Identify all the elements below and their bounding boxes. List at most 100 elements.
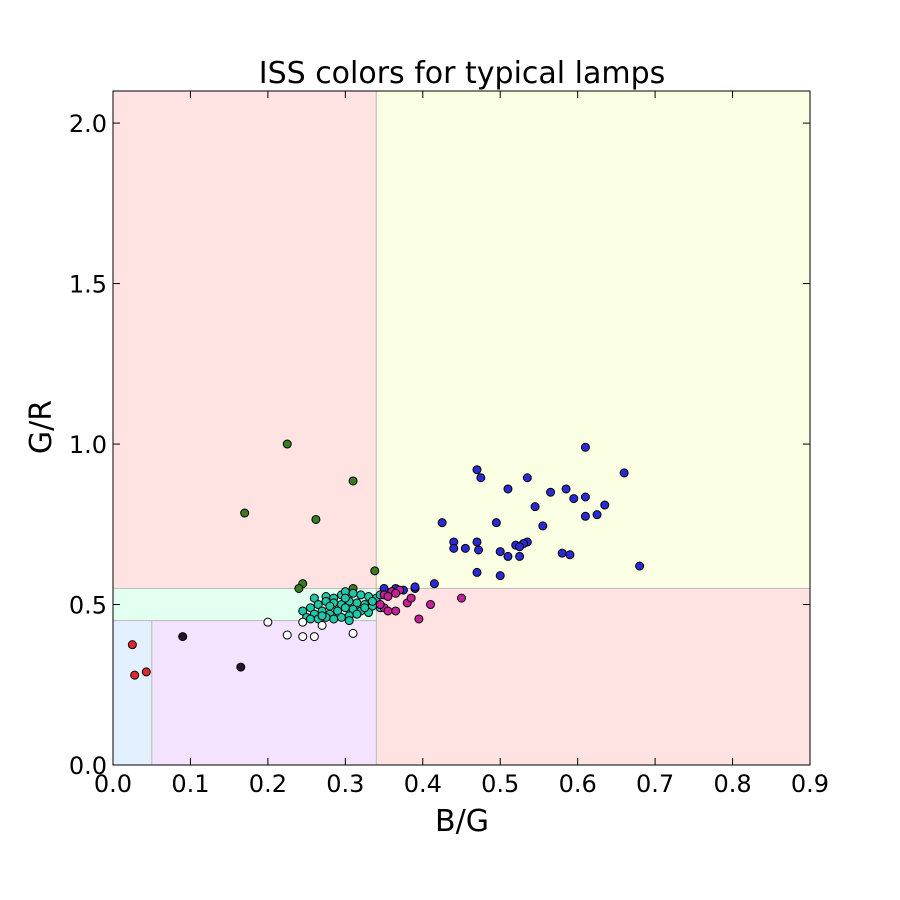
data-point xyxy=(360,603,370,613)
data-point xyxy=(383,592,393,601)
data-point xyxy=(546,487,556,497)
color-region-3 xyxy=(375,587,811,766)
x-tick-label: 0.7 xyxy=(636,770,674,798)
data-point xyxy=(530,502,540,512)
x-tick-label: 0.0 xyxy=(94,770,132,798)
data-point xyxy=(141,667,151,677)
color-region-2 xyxy=(375,90,811,589)
data-point xyxy=(414,614,424,624)
data-point xyxy=(472,465,482,475)
data-point xyxy=(348,628,358,638)
data-point xyxy=(495,547,505,557)
data-point xyxy=(522,473,532,483)
data-point xyxy=(375,600,385,610)
data-point xyxy=(298,606,308,616)
data-point xyxy=(476,473,486,483)
color-region-1 xyxy=(112,90,377,589)
data-point xyxy=(329,614,339,624)
data-point xyxy=(429,579,439,589)
data-points xyxy=(127,439,645,680)
data-point xyxy=(406,593,416,603)
data-point xyxy=(340,593,350,603)
data-point xyxy=(592,510,602,520)
data-point xyxy=(449,543,459,553)
x-tick-label: 0.5 xyxy=(481,770,519,798)
x-axis-label: B/G xyxy=(435,804,489,839)
data-point xyxy=(635,561,645,571)
x-tick-label: 0.4 xyxy=(404,770,442,798)
data-point xyxy=(263,617,273,627)
data-point xyxy=(557,548,567,558)
data-point xyxy=(309,632,319,642)
color-region-6 xyxy=(112,620,153,766)
y-tick-label: 1.5 xyxy=(69,271,107,299)
data-point xyxy=(298,632,308,642)
data-point xyxy=(460,543,470,553)
data-point xyxy=(311,514,321,524)
data-point xyxy=(352,609,362,619)
y-tick-label: 2.0 xyxy=(69,110,107,138)
data-point xyxy=(240,508,250,518)
data-point xyxy=(333,606,343,616)
data-point xyxy=(383,606,393,616)
data-point xyxy=(317,611,327,621)
y-axis-ticks: 0.0 0.5 1.0 1.5 2.0 xyxy=(69,110,810,780)
data-point xyxy=(313,600,323,610)
data-point xyxy=(325,601,335,611)
y-tick-label: 0.0 xyxy=(69,752,107,780)
data-point xyxy=(305,603,315,613)
data-point xyxy=(336,612,346,622)
data-point xyxy=(317,620,327,630)
x-tick-label: 0.8 xyxy=(713,770,751,798)
data-point xyxy=(426,600,436,610)
data-point xyxy=(565,550,575,560)
data-point xyxy=(348,588,358,598)
data-point xyxy=(344,616,354,626)
data-point xyxy=(348,476,358,486)
color-regions xyxy=(112,90,811,766)
data-point xyxy=(503,551,513,561)
data-point xyxy=(410,582,420,592)
x-tick-label: 0.6 xyxy=(559,770,597,798)
data-point xyxy=(580,511,590,521)
data-point xyxy=(491,518,501,528)
data-point xyxy=(236,662,246,672)
data-point xyxy=(391,588,401,598)
color-region-5 xyxy=(151,620,377,766)
data-point xyxy=(130,670,140,680)
x-axis-ticks: 0.0 0.1 0.2 0.3 0.4 0.5 0.6 0.7 0.8 0.9 xyxy=(94,91,829,798)
data-point xyxy=(515,542,525,552)
data-point xyxy=(356,590,366,600)
data-point xyxy=(474,545,484,555)
data-point xyxy=(178,632,188,642)
data-point xyxy=(472,537,482,547)
data-point xyxy=(127,640,137,650)
data-point xyxy=(282,439,292,449)
data-point xyxy=(515,551,525,561)
data-point xyxy=(495,571,505,581)
data-point xyxy=(391,606,401,616)
x-tick-label: 0.3 xyxy=(326,770,364,798)
data-point xyxy=(600,500,610,510)
data-point xyxy=(298,617,308,627)
data-point xyxy=(370,566,380,576)
chart-title: ISS colors for typical lamps xyxy=(259,56,666,91)
plot-frame xyxy=(112,90,811,766)
data-point xyxy=(580,442,590,452)
data-point xyxy=(580,492,590,502)
data-point xyxy=(309,593,319,603)
x-tick-label: 0.2 xyxy=(249,770,287,798)
data-point xyxy=(437,518,447,528)
data-point xyxy=(503,484,513,494)
data-point xyxy=(457,593,466,603)
data-point xyxy=(340,603,350,613)
y-tick-label: 1.0 xyxy=(69,431,107,459)
y-tick-label: 0.5 xyxy=(69,592,107,620)
data-point xyxy=(619,468,629,478)
y-axis-label: G/R xyxy=(24,400,59,454)
data-point xyxy=(561,484,571,494)
data-point xyxy=(569,494,579,504)
data-point xyxy=(472,567,482,577)
x-tick-label: 0.9 xyxy=(791,770,829,798)
